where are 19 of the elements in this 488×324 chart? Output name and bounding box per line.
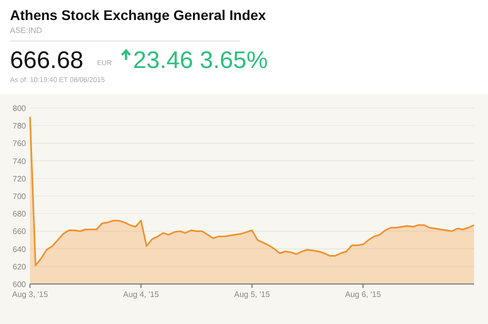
chart-title: Athens Stock Exchange General Index bbox=[10, 7, 266, 23]
y-tick-label: 760 bbox=[12, 139, 27, 148]
text: 666.68 bbox=[10, 47, 84, 74]
y-tick-label: 700 bbox=[12, 192, 27, 201]
y-tick-label: 680 bbox=[12, 210, 27, 219]
chart-subtitle: ASE:IND bbox=[10, 26, 42, 35]
y-tick-label: 620 bbox=[12, 262, 27, 272]
y-tick-label: 800 bbox=[12, 104, 27, 113]
y-tick-label: 740 bbox=[12, 156, 27, 166]
y-tick-label: 720 bbox=[12, 174, 27, 184]
y-tick-label: 640 bbox=[12, 244, 27, 254]
x-tick-label: Aug 3, '15 bbox=[12, 290, 48, 299]
y-tick-label: 660 bbox=[12, 227, 27, 236]
y-tick-label: 600 bbox=[12, 280, 27, 289]
text: 23.46 3.65% bbox=[133, 47, 268, 74]
x-tick-label: Aug 6, '15 bbox=[345, 290, 382, 299]
x-tick-label: Aug 4, '15 bbox=[123, 290, 160, 299]
y-tick-label: 780 bbox=[12, 122, 27, 131]
x-tick-label: Aug 5, '15 bbox=[234, 290, 270, 299]
